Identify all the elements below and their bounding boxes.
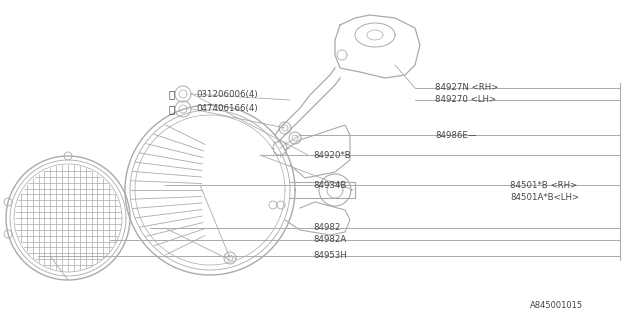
- Text: 84982A: 84982A: [313, 236, 346, 244]
- Text: 849270 <LH>: 849270 <LH>: [435, 95, 496, 105]
- Text: A845001015: A845001015: [530, 300, 583, 309]
- Text: 84934B: 84934B: [313, 180, 346, 189]
- Text: 84920*B: 84920*B: [313, 150, 351, 159]
- Text: 047406166(4): 047406166(4): [196, 105, 258, 114]
- Text: 84927N <RH>: 84927N <RH>: [435, 84, 499, 92]
- Text: 84501*B <RH>: 84501*B <RH>: [510, 180, 577, 189]
- Text: 84501A*B<LH>: 84501A*B<LH>: [510, 193, 579, 202]
- Text: 84986E—: 84986E—: [435, 131, 477, 140]
- Text: 031206006(4): 031206006(4): [196, 90, 258, 99]
- Text: 84982: 84982: [313, 223, 340, 233]
- Text: 84953H: 84953H: [313, 252, 347, 260]
- Text: Ⓢ: Ⓢ: [169, 104, 175, 114]
- Text: ⓜ: ⓜ: [169, 89, 175, 99]
